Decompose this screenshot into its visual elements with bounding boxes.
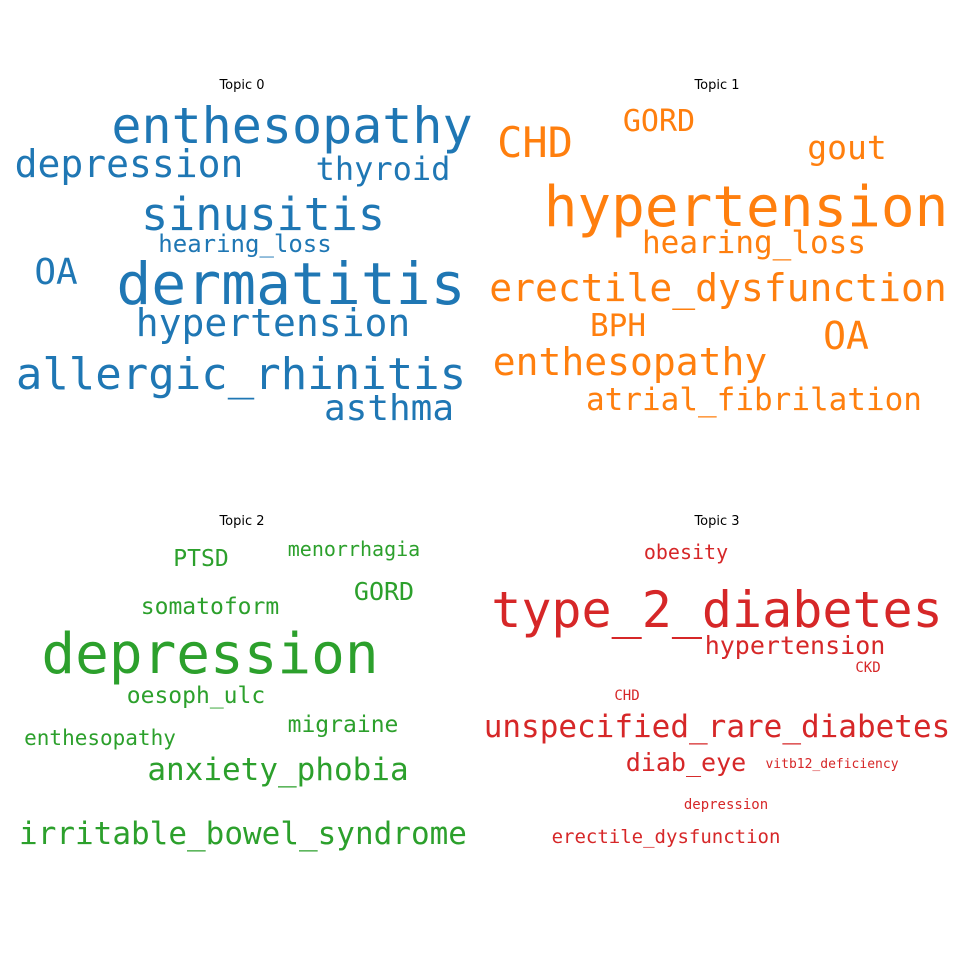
word-oa: OA: [823, 314, 869, 358]
panel-title-topic-3: Topic 3: [693, 514, 739, 529]
word-erectile-dysfunction: erectile_dysfunction: [489, 266, 947, 311]
word-depression: depression: [41, 622, 378, 687]
word-atrial-fibrilation: atrial_fibrilation: [586, 382, 922, 418]
word-chd: CHD: [614, 688, 639, 704]
word-diab-eye: diab_eye: [626, 748, 746, 777]
word-type-2-diabetes: type_2_diabetes: [491, 581, 943, 639]
word-ckd: CKD: [855, 660, 880, 676]
word-oesoph-ulc: oesoph_ulc: [127, 683, 265, 709]
word-migraine: migraine: [288, 712, 399, 738]
word-hearing-loss: hearing_loss: [158, 230, 331, 258]
word-oa: OA: [34, 252, 78, 293]
word-enthesopathy: enthesopathy: [111, 97, 472, 155]
panel-topic-1: Topic 1 CHD GORD gout hypertensionhearing_l…: [489, 78, 948, 418]
word-menorrhagia: menorrhagia: [288, 537, 420, 561]
word-anxiety-phobia: anxiety_phobia: [147, 752, 408, 788]
word-allergic-rhinitis: allergic_rhinitis: [16, 349, 466, 400]
panel-topic-2: Topic 2 menorrhagia PTSD GORD somatoformdep…: [19, 514, 467, 852]
word-asthma: asthma: [324, 388, 454, 429]
word-enthesopathy: enthesopathy: [24, 726, 176, 750]
panel-topic-3: Topic 3 obesity type_2_diabeteshypertensi…: [484, 514, 951, 848]
word-vitb12-deficiency: vitb12_deficiency: [765, 757, 898, 772]
panel-title-topic-2: Topic 2: [218, 514, 264, 529]
word-obesity: obesity: [644, 540, 728, 564]
word-sinusitis: sinusitis: [141, 188, 385, 241]
panel-title-topic-1: Topic 1: [693, 78, 739, 93]
panel-title-topic-0: Topic 0: [218, 78, 264, 93]
word-dermatitis: dermatitis: [116, 250, 465, 318]
word-gord: GORD: [623, 104, 695, 139]
word-depression: depression: [684, 797, 768, 813]
word-hearing-loss: hearing_loss: [642, 225, 866, 261]
word-hypertension: hypertension: [136, 301, 411, 345]
word-chd: CHD: [497, 118, 573, 167]
word-thyroid: thyroid: [316, 150, 451, 188]
word-gout: gout: [807, 128, 886, 167]
word-somatoform: somatoform: [141, 594, 279, 620]
word-irritable-bowel-syndrome: irritable_bowel_syndrome: [19, 816, 467, 852]
word-enthesopathy: enthesopathy: [493, 340, 768, 384]
word-bph: BPH: [590, 308, 646, 344]
word-depression: depression: [15, 142, 244, 186]
word-ptsd: PTSD: [173, 546, 228, 572]
word-unspecified-rare-diabetes: unspecified_rare_diabetes: [484, 709, 951, 745]
word-hypertension: hypertension: [544, 175, 949, 240]
word-erectile-dysfunction: erectile_dysfunction: [552, 826, 781, 848]
word-hypertension: hypertension: [705, 631, 886, 660]
word-gord: GORD: [354, 577, 414, 606]
